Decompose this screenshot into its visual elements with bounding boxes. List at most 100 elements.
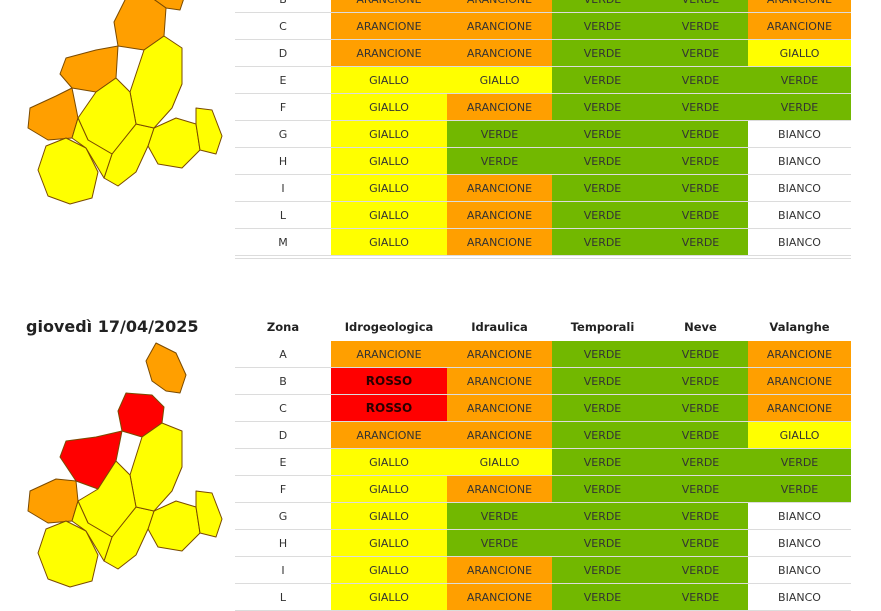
table-row: L GIALLO ARANCIONE VERDE VERDE BIANCO: [235, 583, 851, 611]
column-header-valanghe: Valanghe: [769, 320, 830, 334]
alert-level-cell: VERDE: [653, 201, 748, 229]
alert-level-cell: BIANCO: [748, 228, 851, 256]
alert-level-cell: GIALLO: [331, 448, 447, 476]
alert-level-cell: VERDE: [653, 12, 748, 40]
alert-level-cell: VERDE: [653, 66, 748, 94]
column-header-idraulica: Idraulica: [471, 320, 528, 334]
day-title: giovedì 17/04/2025: [26, 317, 199, 336]
alert-level-cell: VERDE: [653, 367, 748, 395]
zone-cell: B: [235, 367, 331, 395]
alert-level-cell: ARANCIONE: [447, 39, 552, 67]
zone-cell: C: [235, 12, 331, 40]
alert-level-cell: VERDE: [552, 583, 653, 611]
alert-level-cell: VERDE: [552, 421, 653, 449]
alert-level-cell: GIALLO: [748, 39, 851, 67]
alert-level-cell: VERDE: [653, 39, 748, 67]
table-row: F GIALLO ARANCIONE VERDE VERDE VERDE: [235, 93, 851, 121]
alert-level-cell: BIANCO: [748, 502, 851, 530]
zone-cell: D: [235, 421, 331, 449]
zone-cell: G: [235, 120, 331, 148]
alert-level-cell: VERDE: [653, 475, 748, 503]
alert-level-cell: ARANCIONE: [331, 39, 447, 67]
alert-level-cell: BIANCO: [748, 201, 851, 229]
table-row: D ARANCIONE ARANCIONE VERDE VERDE GIALLO: [235, 421, 851, 449]
zone-cell: H: [235, 529, 331, 557]
zone-cell: D: [235, 39, 331, 67]
zone-D-shape: [27, 87, 79, 141]
alert-level-cell: ARANCIONE: [447, 341, 552, 368]
alert-level-cell: VERDE: [552, 367, 653, 395]
alert-level-cell: ARANCIONE: [447, 93, 552, 121]
table-row: C ARANCIONE ARANCIONE VERDE VERDE ARANCIONE: [235, 12, 851, 40]
zone-E-shape: [37, 520, 99, 588]
alert-level-cell: VERDE: [653, 394, 748, 422]
alert-level-cell: GIALLO: [331, 529, 447, 557]
alert-level-cell: VERDE: [552, 448, 653, 476]
zone-cell: C: [235, 394, 331, 422]
column-header-temporali: Temporali: [570, 320, 635, 334]
zone-cell: E: [235, 66, 331, 94]
alert-level-cell: VERDE: [653, 502, 748, 530]
table-row: C ROSSO ARANCIONE VERDE VERDE ARANCIONE: [235, 394, 851, 422]
alert-level-cell: VERDE: [748, 475, 851, 503]
alert-level-cell: VERDE: [447, 529, 552, 557]
alert-level-cell: GIALLO: [331, 93, 447, 121]
zone-E-shape: [37, 137, 99, 205]
alert-level-cell: VERDE: [552, 120, 653, 148]
alert-level-cell: VERDE: [653, 174, 748, 202]
table-1-bottom-rule: [235, 258, 851, 259]
alert-level-cell: VERDE: [447, 147, 552, 175]
alert-level-cell: ARANCIONE: [748, 12, 851, 40]
alert-level-cell: GIALLO: [331, 201, 447, 229]
alert-level-cell: VERDE: [552, 502, 653, 530]
alert-level-cell: VERDE: [653, 341, 748, 368]
zone-D-shape: [27, 478, 79, 524]
alert-level-cell: ARANCIONE: [447, 556, 552, 584]
zone-cell: H: [235, 147, 331, 175]
alert-level-cell: ROSSO: [331, 367, 447, 395]
alert-level-cell: VERDE: [653, 147, 748, 175]
zone-M-shape: [71, 117, 113, 179]
zone-A-shape: [153, 0, 184, 11]
alert-level-cell: GIALLO: [331, 147, 447, 175]
alert-level-cell: GIALLO: [447, 66, 552, 94]
table-row: A ARANCIONE ARANCIONE VERDE VERDE ARANCIONE: [235, 341, 851, 368]
alert-level-cell: ARANCIONE: [447, 0, 552, 13]
alert-level-cell: VERDE: [653, 93, 748, 121]
alert-level-cell: BIANCO: [748, 529, 851, 557]
alert-level-cell: VERDE: [552, 39, 653, 67]
zone-cell: G: [235, 502, 331, 530]
alert-level-cell: VERDE: [447, 120, 552, 148]
alert-level-cell: VERDE: [552, 174, 653, 202]
zone-cell: F: [235, 93, 331, 121]
alert-level-cell: ARANCIONE: [331, 0, 447, 13]
alert-level-cell: VERDE: [552, 228, 653, 256]
alert-table-2: Zona Idrogeologica Idraulica Temporali N…: [235, 313, 851, 611]
alert-level-cell: BIANCO: [748, 174, 851, 202]
alert-level-cell: ARANCIONE: [447, 228, 552, 256]
column-header-zona: Zona: [266, 320, 300, 334]
alert-level-cell: ARANCIONE: [331, 12, 447, 40]
alert-level-cell: VERDE: [552, 93, 653, 121]
alert-level-cell: GIALLO: [447, 448, 552, 476]
alert-level-cell: ARANCIONE: [447, 475, 552, 503]
zone-cell: F: [235, 475, 331, 503]
alert-level-cell: ARANCIONE: [447, 394, 552, 422]
alert-level-cell: ARANCIONE: [748, 341, 851, 368]
piemonte-alert-map-2: [26, 341, 226, 599]
table-row: G GIALLO VERDE VERDE VERDE BIANCO: [235, 502, 851, 530]
alert-level-cell: VERDE: [552, 529, 653, 557]
zone-cell: L: [235, 583, 331, 611]
table-row: E GIALLO GIALLO VERDE VERDE VERDE: [235, 448, 851, 476]
alert-level-cell: VERDE: [653, 556, 748, 584]
table-row: M GIALLO ARANCIONE VERDE VERDE BIANCO: [235, 228, 851, 256]
alert-level-cell: GIALLO: [331, 174, 447, 202]
table-row: D ARANCIONE ARANCIONE VERDE VERDE GIALLO: [235, 39, 851, 67]
column-header-neve: Neve: [684, 320, 717, 334]
alert-level-cell: VERDE: [552, 12, 653, 40]
table-row: E GIALLO GIALLO VERDE VERDE VERDE: [235, 66, 851, 94]
zone-I-shape: [129, 35, 183, 129]
alert-level-cell: VERDE: [653, 0, 748, 13]
piemonte-alert-map-1: [26, 0, 226, 216]
alert-table-1: BARANCIONEARANCIONEVERDEVERDEARANCIONECA…: [235, 0, 851, 256]
